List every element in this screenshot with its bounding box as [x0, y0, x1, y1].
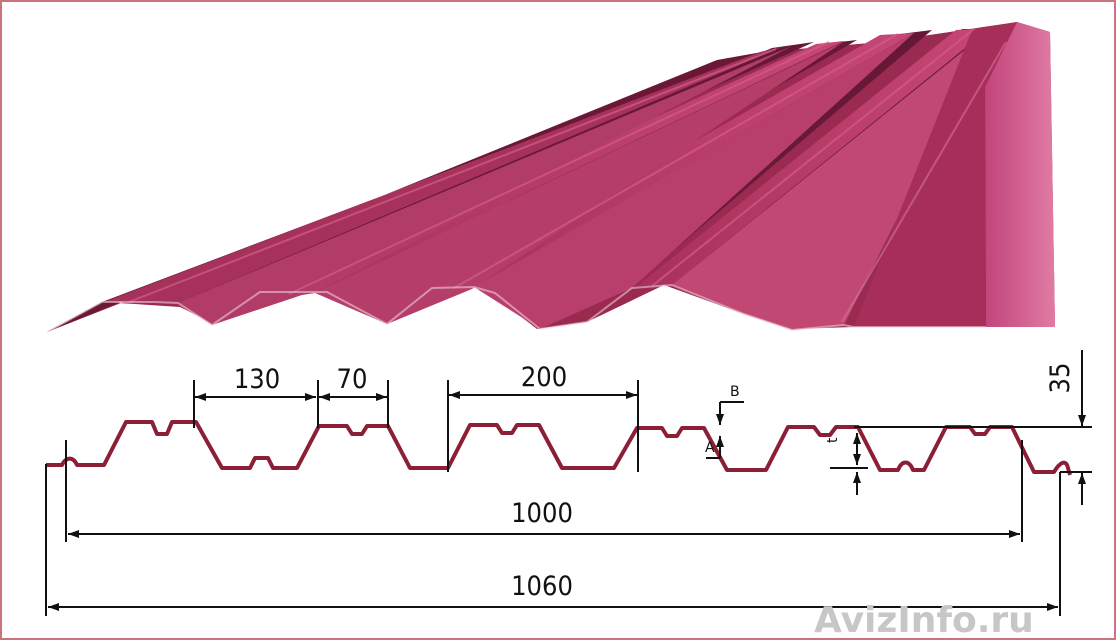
thickness-label: t: [825, 437, 841, 443]
dimension-labels: 130 70 200 1000 1060 35 t B A: [234, 362, 1076, 602]
dim-35-label: 35: [1045, 363, 1076, 394]
watermark-text: AvizInfo.ru: [814, 600, 1034, 641]
dimension-lines: [45, 350, 1092, 616]
dim-1000-label: 1000: [511, 498, 573, 529]
profiled-sheet-3d-icon: [46, 22, 1055, 333]
dim-70-label: 70: [337, 364, 368, 395]
marker-b-label: B: [730, 384, 740, 400]
dim-130-label: 130: [234, 364, 280, 395]
dim-1060-label: 1060: [511, 571, 573, 602]
marker-a-label: A: [705, 440, 715, 456]
profile-cross-section-icon: [46, 420, 1072, 476]
dim-200-label: 200: [521, 362, 567, 393]
